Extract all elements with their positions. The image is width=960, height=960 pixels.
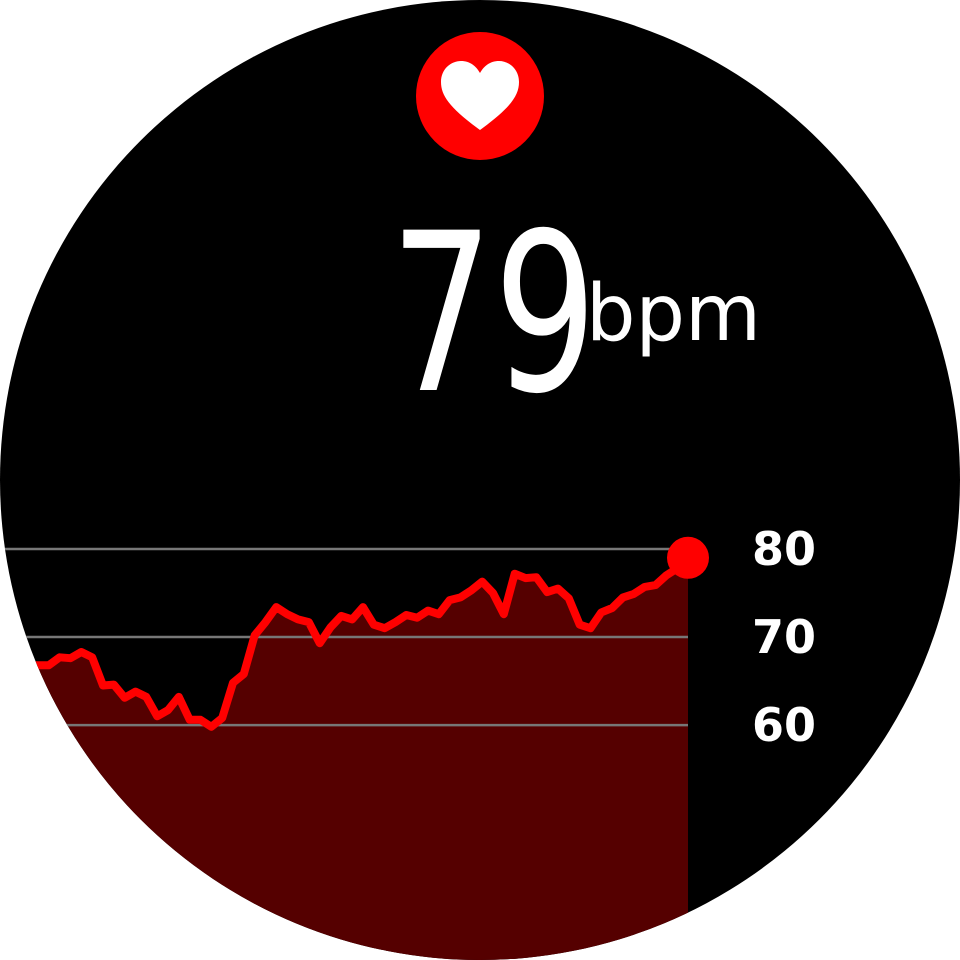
current-point: [667, 536, 709, 579]
y-tick-label: 70: [752, 610, 816, 664]
y-tick-label: 80: [752, 522, 816, 576]
heart-icon: [416, 32, 544, 160]
heart-rate-line: [0, 553, 692, 731]
reading-unit: bpm: [586, 269, 761, 359]
y-tick-label: 60: [752, 698, 816, 752]
reading-value: 79: [390, 185, 597, 442]
